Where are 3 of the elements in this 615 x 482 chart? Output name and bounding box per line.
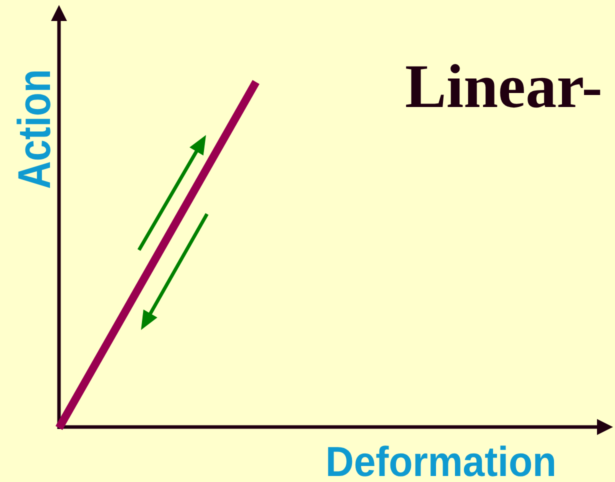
y-axis-title: Action <box>8 46 60 189</box>
x-axis-title: Deformation <box>326 438 573 482</box>
text: Linear- <box>405 53 602 121</box>
